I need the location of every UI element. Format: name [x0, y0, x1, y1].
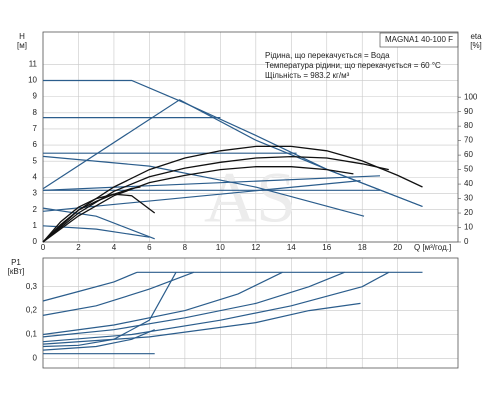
x-tick-label: 6: [147, 243, 152, 252]
efficiency-curve: [42, 193, 156, 243]
y2-tick-label: 30: [464, 194, 473, 203]
legend-title: MAGNA1 40-100 F: [385, 35, 453, 44]
y-tick-label: 0: [33, 237, 38, 246]
y-tick-label: 3: [33, 189, 38, 198]
y2-tick-label: 0: [464, 237, 469, 246]
y2-tick-label: 50: [464, 165, 473, 174]
x-tick-label: 16: [322, 243, 331, 252]
x-tick-label: 20: [393, 243, 402, 252]
y-label: P1: [11, 258, 21, 267]
y-tick-label: 0,2: [26, 306, 38, 315]
y2-tick-label: 10: [464, 223, 473, 232]
efficiency-curve: [42, 186, 141, 243]
x-tick-label: 12: [251, 243, 260, 252]
y2-tick-label: 20: [464, 208, 473, 217]
plot-frame: [42, 257, 459, 369]
x-tick-label: 18: [358, 243, 367, 252]
curve: [42, 99, 423, 208]
y2-tick-label: 40: [464, 179, 473, 188]
y-tick-label: 10: [28, 76, 37, 85]
y-tick-label: 6: [33, 140, 38, 149]
y2-tick-label: 60: [464, 150, 473, 159]
y-tick-label: 0,3: [26, 282, 38, 291]
plot-frame: [42, 31, 459, 243]
annotation: Щільність = 983.2 кг/м³: [265, 71, 350, 80]
curve: [42, 271, 283, 336]
curve: [42, 155, 365, 217]
y-tick-label: 1: [33, 221, 38, 230]
y-label: [м]: [17, 41, 27, 50]
x-tick-label: 10: [216, 243, 225, 252]
y2-tick-label: 80: [464, 121, 473, 130]
y-tick-label: 0,1: [26, 330, 38, 339]
y-tick-label: 0: [33, 354, 38, 363]
watermark: AS: [204, 158, 296, 238]
curve: [42, 329, 155, 351]
efficiency-curve: [42, 145, 423, 243]
curve: [42, 272, 177, 348]
y-label: H: [19, 32, 25, 41]
efficiency-curve: [42, 166, 354, 243]
y-tick-label: 7: [33, 124, 38, 133]
y2-tick-label: 90: [464, 107, 473, 116]
y-tick-label: 8: [33, 108, 38, 117]
curve: [42, 271, 345, 338]
curve: [42, 271, 390, 343]
x-tick-label: 8: [183, 243, 188, 252]
y2-tick-label: 100: [464, 92, 478, 101]
annotation: Температура рідини, що перекачується = 6…: [265, 61, 441, 70]
y-tick-label: 9: [33, 92, 38, 101]
y-tick-label: 4: [33, 172, 38, 181]
y-label: [кВт]: [8, 267, 25, 276]
y-tick-label: 2: [33, 205, 38, 214]
curve: [42, 207, 155, 240]
y2-label: [%]: [470, 41, 482, 50]
x-tick-label: 14: [287, 243, 296, 252]
curve: [42, 175, 381, 191]
curve: [42, 271, 138, 302]
y-tick-label: 11: [29, 59, 38, 68]
x-tick-label: 0: [41, 243, 46, 252]
y-tick-label: 5: [33, 156, 38, 165]
x-tick-label: 2: [76, 243, 81, 252]
x-label: Q [м³/год.]: [414, 243, 451, 252]
annotation: Рідина, що перекачується = Вода: [265, 51, 390, 60]
y2-tick-label: 70: [464, 136, 473, 145]
y2-label: eta: [470, 32, 482, 41]
x-tick-label: 4: [112, 243, 117, 252]
